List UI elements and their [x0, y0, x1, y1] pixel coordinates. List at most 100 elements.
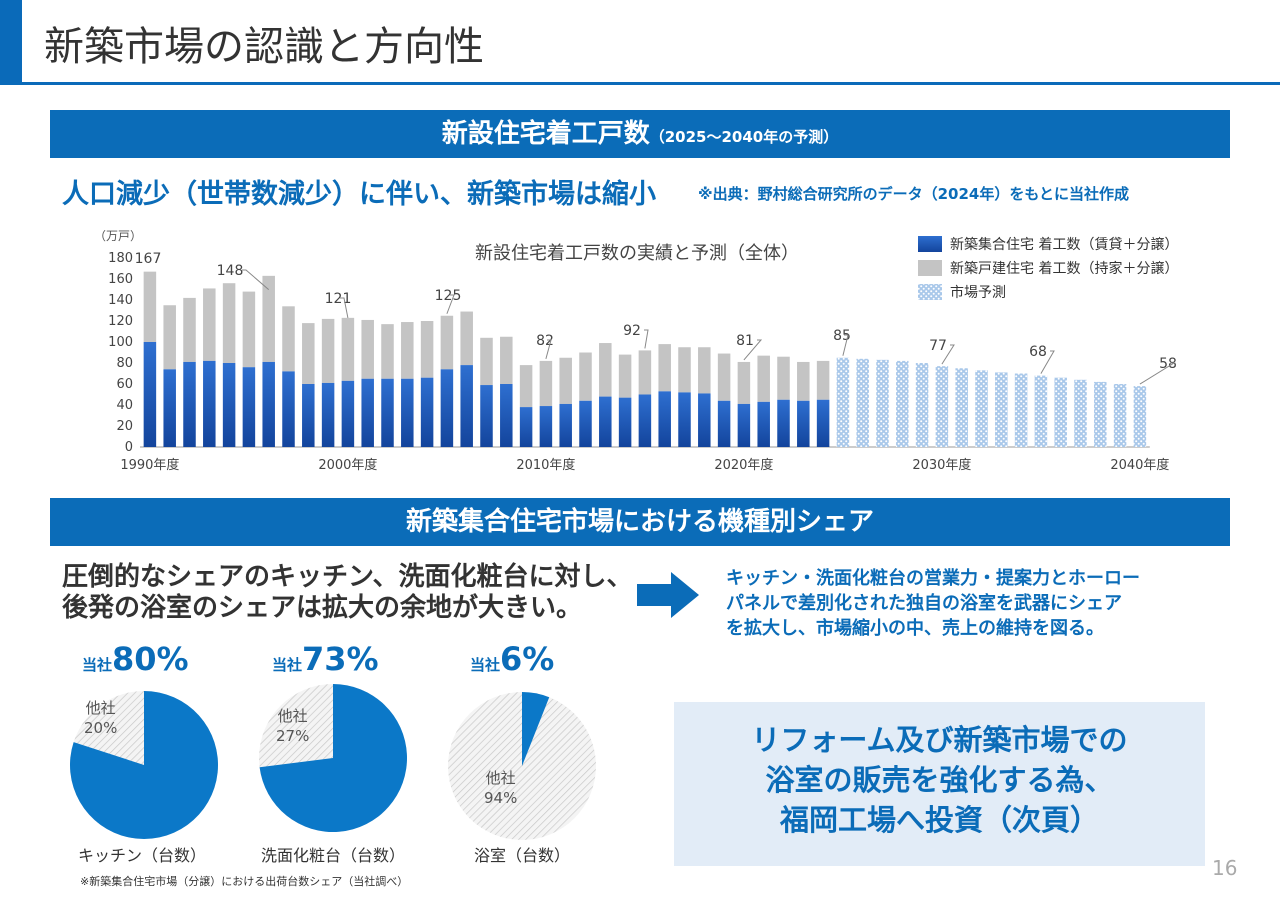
page-number: 16: [1212, 856, 1238, 880]
footnote: ※新築集合住宅市場（分譲）における出荷台数シェア（当社調べ）: [80, 875, 409, 888]
bar-apartment: [737, 403, 751, 447]
y-tick-label: 40: [116, 398, 133, 413]
bar-apartment: [341, 380, 355, 447]
title-divider: [0, 82, 1280, 85]
bar-apartment: [401, 378, 414, 447]
bar-house: [618, 354, 632, 398]
bath-share-label: 当社6%: [470, 640, 554, 678]
bath-share-value: 6%: [500, 640, 555, 678]
bar-house: [757, 355, 770, 402]
bar-apartment: [658, 391, 671, 447]
conclusion-text: リフォーム及び新築市場での 浴室の販売を強化する為、 福岡工場へ投資（次頁）: [674, 720, 1205, 840]
section1-banner-subtitle: （2025～2040年の予測）: [649, 128, 839, 146]
bar-forecast: [915, 363, 929, 447]
y-tick-label: 120: [108, 314, 133, 329]
x-tick-label: 2010年度: [516, 457, 575, 473]
data-label: 58: [1159, 356, 1177, 372]
legend-label: 新築集合住宅 着工数（賃貸＋分譲）: [950, 236, 1178, 253]
bar-house: [519, 365, 533, 408]
bar-apartment: [757, 401, 770, 447]
kitchen-share-label: 当社80%: [82, 640, 189, 678]
bar-house: [797, 361, 810, 401]
bath-other-name: 他社: [485, 769, 516, 787]
bar-house: [381, 324, 394, 379]
bar-house: [678, 347, 691, 393]
y-tick-label: 20: [116, 419, 133, 434]
bar-apartment: [816, 399, 830, 447]
page-title: 新築市場の認識と方向性: [44, 24, 484, 70]
bar-apartment: [579, 400, 592, 447]
y-tick-label: 180: [108, 251, 133, 266]
bar-forecast: [836, 357, 850, 447]
x-tick-label: 1990年度: [120, 457, 179, 473]
data-label-leader: [242, 269, 270, 290]
bar-forecast: [975, 370, 988, 447]
x-tick-label: 2020年度: [714, 457, 773, 473]
y-tick-label: 80: [116, 356, 133, 371]
y-tick-label: 60: [116, 377, 133, 392]
bar-apartment: [678, 392, 691, 447]
bar-forecast: [1014, 373, 1028, 447]
kitchen-share-value: 80%: [112, 640, 189, 678]
bar-apartment: [777, 399, 790, 447]
data-label: 121: [325, 291, 352, 307]
bath-other-value: 94%: [484, 789, 518, 807]
data-label-leader: [340, 297, 349, 319]
bar-apartment: [717, 400, 731, 447]
data-label-leader: [644, 329, 649, 349]
bar-apartment: [480, 385, 493, 447]
x-tick-label: 2030年度: [912, 457, 971, 473]
bar-house: [440, 315, 454, 370]
pie-company-slice: [69, 691, 218, 839]
conclusion-line3: 福岡工場へ投資（次頁）: [779, 803, 1099, 837]
bar-apartment: [698, 393, 711, 447]
data-label: 148: [217, 263, 244, 279]
data-label-leader: [743, 339, 763, 361]
data-label-leader: [545, 339, 552, 360]
pie-company-slice: [259, 684, 408, 832]
y-tick-label: 100: [108, 335, 133, 350]
data-label: 125: [435, 288, 462, 304]
vanity-other-name: 他社: [277, 707, 308, 725]
bar-house: [361, 319, 374, 379]
bar-house: [698, 347, 711, 394]
data-label: 92: [623, 323, 641, 339]
data-label: 68: [1029, 344, 1047, 360]
bar-apartment: [143, 342, 157, 447]
chart-y-unit: （万戸）: [94, 229, 142, 243]
bath-company-label: 当社: [470, 656, 501, 674]
bar-forecast: [856, 358, 869, 447]
bar-apartment: [242, 367, 256, 447]
data-label: 167: [135, 251, 162, 267]
bar-house: [262, 275, 275, 362]
bar-house: [222, 283, 236, 363]
x-tick-label: 2040年度: [1110, 457, 1169, 473]
bar-apartment: [282, 371, 295, 447]
chart-title: 新設住宅着工戸数の実績と予測（全体）: [475, 243, 799, 264]
data-label-leader: [842, 334, 849, 356]
bar-house: [401, 322, 414, 379]
bar-house: [777, 356, 790, 400]
bar-apartment: [420, 377, 434, 447]
data-label: 77: [929, 338, 947, 354]
bar-house: [341, 317, 355, 381]
bar-house: [203, 288, 216, 361]
bar-apartment: [599, 396, 612, 447]
bar-forecast: [1133, 386, 1147, 447]
section2-banner: 新築集合住宅市場における機種別シェア: [50, 498, 1230, 546]
bar-forecast: [1113, 384, 1127, 447]
vanity-share-value: 73%: [302, 640, 379, 678]
bar-forecast: [955, 368, 968, 447]
bar-house: [163, 305, 176, 370]
data-label-leader: [1040, 350, 1055, 374]
legend-swatch: [918, 260, 942, 276]
bar-forecast: [1034, 375, 1048, 447]
bar-apartment: [222, 363, 236, 447]
section2-strategy: キッチン・洗面化粧台の営業力・提案力とホーロー パネルで差別化された独自の浴室を…: [726, 566, 1196, 641]
conclusion-line1: リフォーム及び新築市場での: [751, 723, 1128, 757]
bar-house: [737, 361, 751, 404]
strategy-line1: キッチン・洗面化粧台の営業力・提案力とホーロー: [726, 568, 1140, 589]
bar-house: [420, 321, 434, 378]
legend-label: 市場予測: [950, 284, 1006, 301]
bar-apartment: [618, 397, 632, 447]
